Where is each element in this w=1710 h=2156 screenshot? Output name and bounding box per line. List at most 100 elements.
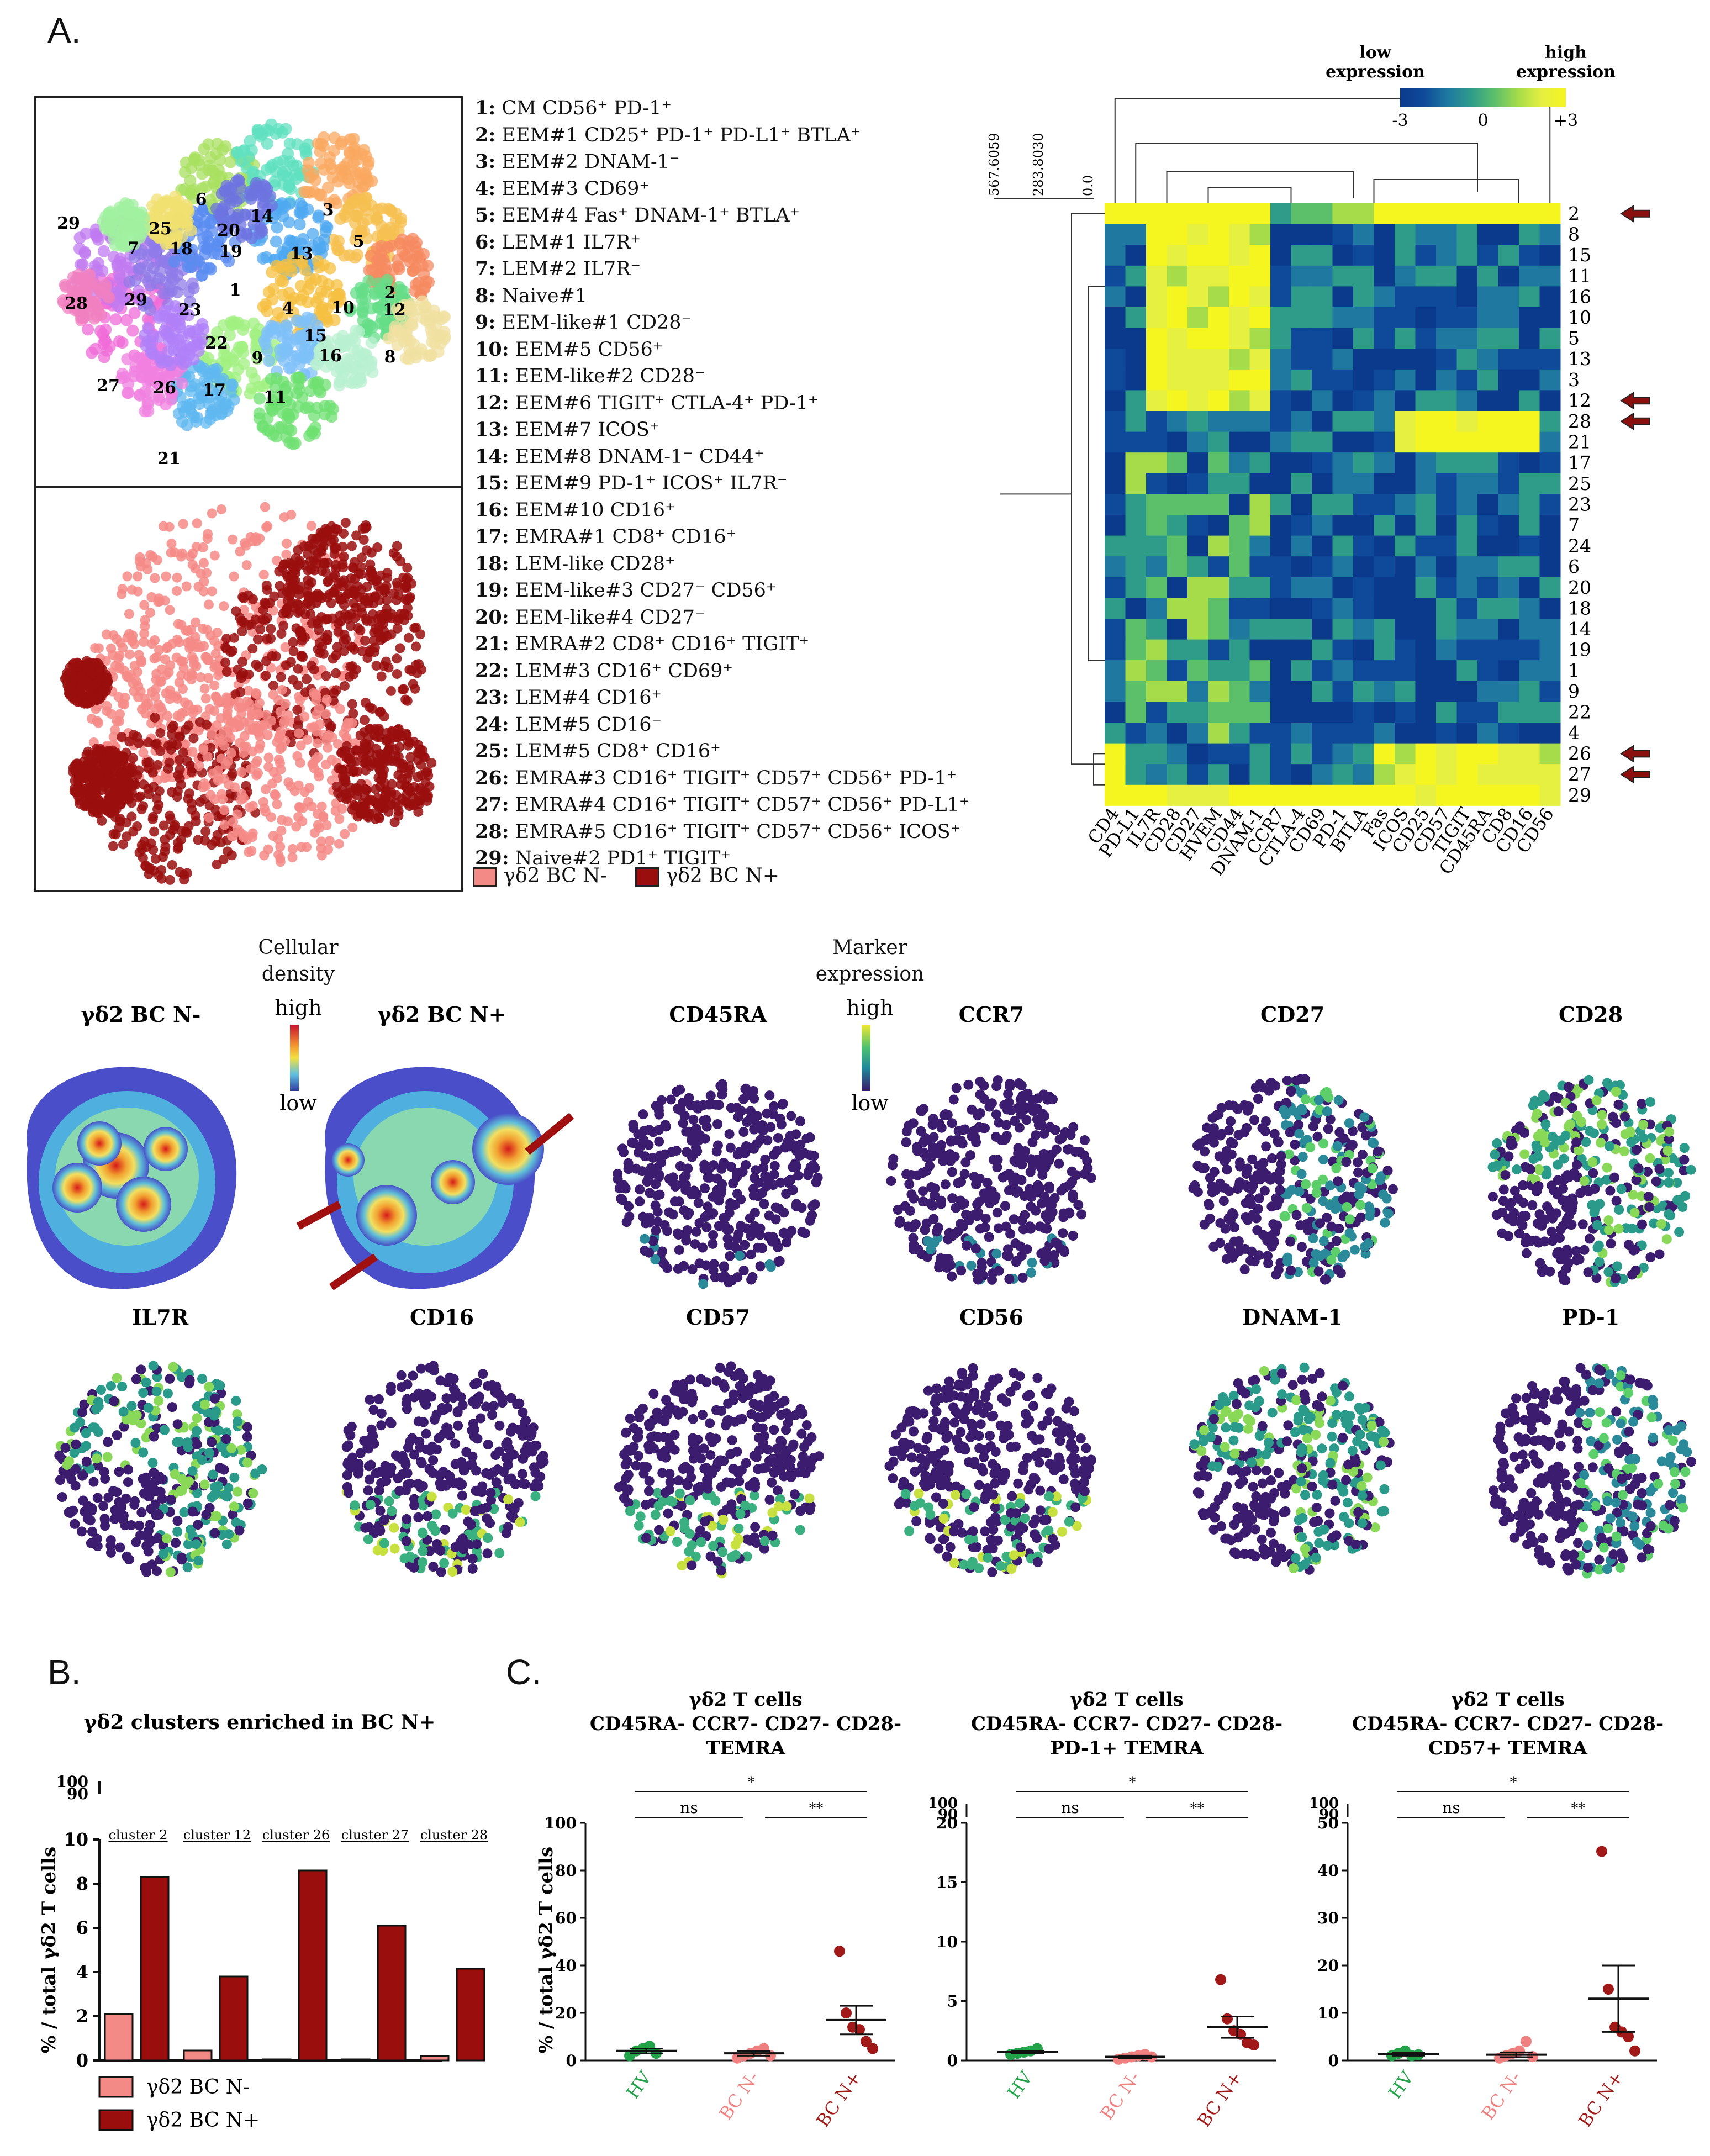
heatmap-cell [1498, 349, 1519, 370]
heatmap-cell [1125, 265, 1147, 287]
heatmap-cell [1249, 286, 1271, 308]
heatmap-cell [1519, 702, 1540, 723]
heatmap-cell [1539, 245, 1561, 266]
cluster-legend-item: 23: LEM#4 CD16⁺ [475, 684, 969, 711]
chart-b-legend-swatch-neg [98, 2076, 134, 2098]
heatmap-cell [1498, 784, 1519, 806]
heatmap-cell [1270, 265, 1291, 287]
heatmap-cell [1456, 598, 1478, 619]
heatmap-cell [1436, 702, 1457, 723]
cluster-number: 14: [475, 445, 509, 468]
heatmap-arrow-icon [1620, 766, 1650, 783]
cluster-legend-item: 27: EMRA#4 CD16⁺ TIGIT⁺ CD57⁺ CD56⁺ PD-L… [475, 792, 969, 819]
heatmap-cell [1353, 411, 1374, 433]
cluster-number: 6: [475, 230, 496, 254]
heatmap-cell [1270, 203, 1291, 225]
heatmap-row-dendrogram [994, 198, 1105, 786]
heatmap-cell [1188, 286, 1208, 308]
heatmap-cell [1332, 203, 1354, 225]
chart-b-legend-neg: γδ2 BC N- [146, 2076, 250, 2099]
heatmap-cell [1477, 431, 1498, 453]
marker-map-title: CD57 [686, 1305, 750, 1330]
heatmap-cell [1456, 390, 1478, 412]
heatmap-cell [1498, 307, 1519, 329]
heatmap-cell [1436, 452, 1457, 474]
tsne-cluster-label: 29 [57, 214, 80, 233]
heatmap-cell [1374, 286, 1395, 308]
chart-b-ytick: 4 [76, 1962, 88, 1983]
heatmap-cell [1146, 556, 1167, 578]
heatmap-cell [1229, 619, 1250, 640]
heatmap-cell [1436, 515, 1457, 536]
heatmap-cell [1332, 619, 1354, 640]
heatmap-cell [1456, 349, 1478, 370]
cluster-number: 5: [475, 204, 496, 226]
heatmap-cell [1188, 515, 1208, 536]
heatmap-cell [1270, 473, 1291, 494]
heatmap-cell [1125, 764, 1147, 786]
cluster-number: 15: [475, 472, 509, 494]
chart-b-category: cluster 26 [262, 1827, 330, 1843]
heatmap-cell [1312, 431, 1333, 453]
heatmap-cell [1477, 224, 1498, 245]
heatmap-cell [1498, 702, 1519, 723]
heatmap-cell [1312, 702, 1333, 723]
heatmap-cell [1539, 473, 1561, 494]
heatmap-row-label: 14 [1568, 618, 1591, 640]
cluster-description: EEM#4 Fas⁺ DNAM-1⁺ BTLA⁺ [495, 204, 800, 226]
tsne-cluster-label: 27 [97, 376, 120, 396]
heatmap-cell [1146, 660, 1167, 682]
heatmap-cell [1208, 743, 1229, 765]
heatmap-cell [1374, 245, 1395, 266]
heatmap-cell [1146, 369, 1167, 391]
heatmap-cell [1249, 723, 1271, 744]
heatmap-row-label: 12 [1568, 389, 1591, 411]
heatmap-cell [1208, 784, 1229, 806]
heatmap-cell [1146, 411, 1167, 433]
heatmap-cell [1477, 411, 1498, 433]
heatmap-cell [1208, 286, 1229, 308]
heatmap-cell [1270, 349, 1291, 370]
heatmap-scale-tick: +3 [1554, 111, 1578, 130]
cluster-number: 10: [475, 338, 509, 361]
heatmap-cell [1291, 452, 1312, 474]
heatmap-cell [1353, 203, 1374, 225]
heatmap-cell [1374, 328, 1395, 349]
heatmap-cell [1146, 431, 1167, 453]
heatmap-cell [1229, 535, 1250, 557]
heatmap-cell [1312, 577, 1333, 598]
tsne-cluster-map: 29 25 6 3 14 20 18 7 19 13 5 2 28 29 23 1 4 10 12 22 15 9 16 8 2… [34, 96, 463, 488]
heatmap-cell [1436, 328, 1457, 349]
heatmap-cell [1125, 535, 1147, 557]
heatmap-cell [1477, 265, 1498, 287]
tsne-cluster-label: 4 [282, 299, 294, 318]
scatter-break-tick: 90 [1319, 1806, 1339, 1823]
heatmap-cell [1249, 784, 1271, 806]
heatmap-cell [1539, 411, 1561, 433]
heatmap-cell [1146, 494, 1167, 515]
cluster-number: 28: [475, 820, 509, 843]
heatmap-cell [1477, 286, 1498, 308]
heatmap-cell [1539, 702, 1561, 723]
scatter-ytick: 0 [1328, 2052, 1339, 2070]
heatmap-row-label: 19 [1568, 639, 1591, 661]
heatmap-cell [1229, 764, 1250, 786]
scatter-title-3: CD57+ TEMRA [1428, 1737, 1587, 1759]
heatmap-cell [1105, 224, 1126, 245]
heatmap-row-label: 1 [1568, 660, 1580, 681]
heatmap-cell [1146, 203, 1167, 225]
heatmap-cell [1229, 473, 1250, 494]
heatmap-cell [1374, 431, 1395, 453]
heatmap-cell [1415, 349, 1437, 370]
panel-label-b: B. [48, 1652, 81, 1692]
cluster-description: Naive#1 [495, 284, 588, 307]
scatter-ytick: 80 [555, 1862, 577, 1880]
scatter-point [1629, 2045, 1640, 2057]
cluster-description: EEM#1 CD25⁺ PD-1⁺ PD-L1⁺ BTLA⁺ [495, 124, 861, 146]
scatter-ytick: 0 [947, 2052, 958, 2070]
heatmap-cell [1208, 390, 1229, 412]
heatmap-cell [1436, 577, 1457, 598]
heatmap-row-label: 21 [1568, 431, 1591, 453]
scatter-point [1248, 2039, 1259, 2051]
heatmap-cell [1498, 452, 1519, 474]
